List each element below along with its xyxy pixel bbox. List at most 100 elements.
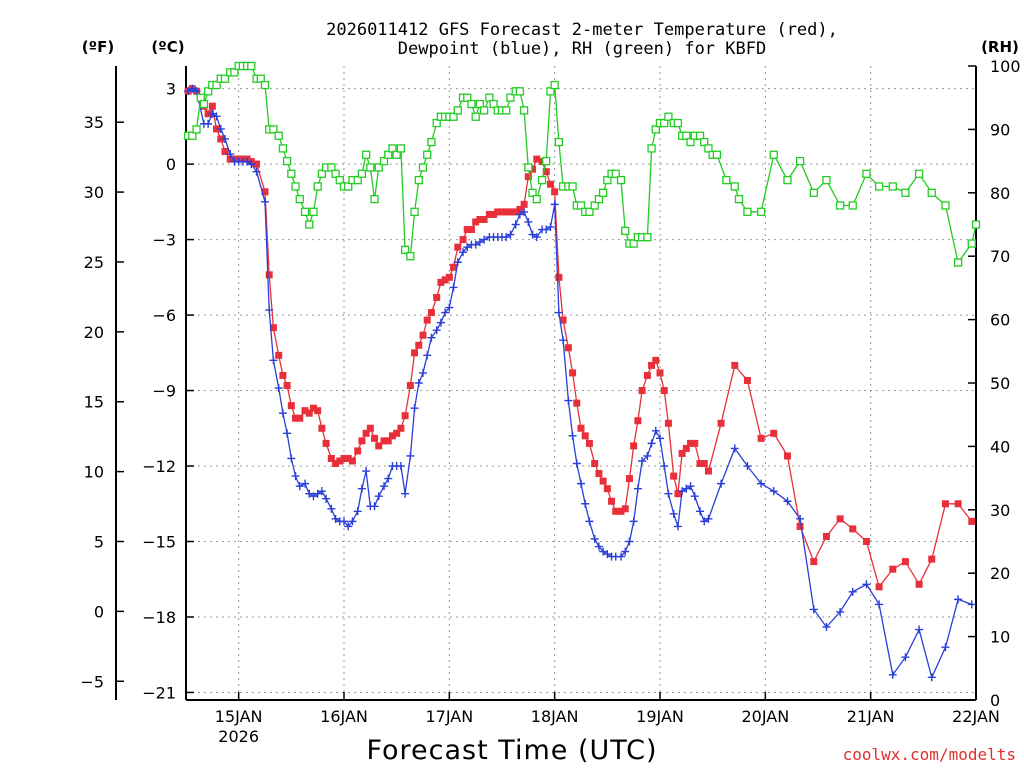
data-point bbox=[660, 387, 668, 395]
data-point bbox=[406, 252, 415, 261]
data-point bbox=[704, 514, 713, 523]
data-point bbox=[696, 507, 705, 516]
data-point bbox=[300, 207, 310, 216]
data-point bbox=[647, 144, 656, 153]
data-point bbox=[538, 158, 546, 166]
data-point bbox=[621, 226, 630, 235]
data-point bbox=[506, 93, 515, 102]
data-point bbox=[533, 155, 541, 163]
series-temperature bbox=[184, 85, 976, 591]
data-point bbox=[756, 207, 766, 216]
data-point bbox=[502, 208, 510, 216]
data-point bbox=[682, 131, 691, 140]
data-point bbox=[335, 175, 344, 185]
data-point bbox=[436, 318, 445, 327]
data-point bbox=[621, 547, 630, 556]
data-point bbox=[621, 505, 629, 513]
data-point bbox=[208, 102, 216, 110]
data-point bbox=[459, 248, 468, 257]
data-point bbox=[388, 432, 396, 440]
data-point bbox=[221, 148, 229, 156]
data-point bbox=[441, 276, 449, 284]
data-point bbox=[862, 580, 871, 589]
data-point bbox=[184, 87, 193, 96]
data-point bbox=[669, 509, 678, 518]
data-point bbox=[730, 182, 739, 191]
data-point bbox=[516, 205, 524, 213]
data-point bbox=[515, 210, 524, 219]
fahrenheit-tick-label: 25 bbox=[84, 253, 104, 272]
data-point bbox=[348, 517, 357, 526]
data-point bbox=[532, 233, 541, 242]
data-point bbox=[371, 434, 379, 442]
data-point bbox=[875, 600, 884, 609]
chart-title-line-2: Dewpoint (blue), RH (green) for KBFD bbox=[398, 39, 766, 59]
data-point bbox=[291, 472, 300, 481]
data-point bbox=[309, 404, 317, 412]
data-point bbox=[344, 182, 353, 191]
data-point bbox=[572, 459, 581, 468]
rh-tick-label: 80 bbox=[990, 184, 1010, 203]
data-point bbox=[327, 454, 335, 462]
data-point bbox=[954, 500, 962, 508]
data-point bbox=[673, 118, 683, 128]
time-tick-label: 20JAN bbox=[741, 707, 789, 726]
rh-tick-label: 70 bbox=[990, 247, 1010, 266]
data-point bbox=[591, 460, 599, 468]
data-point bbox=[585, 207, 594, 216]
data-point bbox=[327, 163, 336, 172]
data-point bbox=[512, 208, 520, 216]
data-point bbox=[590, 534, 599, 543]
data-point bbox=[690, 492, 699, 501]
series-layer bbox=[183, 61, 981, 682]
data-point bbox=[358, 437, 366, 445]
data-point bbox=[730, 444, 739, 453]
data-point bbox=[625, 537, 634, 546]
data-point bbox=[660, 462, 669, 471]
data-point bbox=[634, 417, 642, 425]
data-point bbox=[743, 376, 751, 384]
data-point bbox=[463, 243, 472, 252]
data-point bbox=[282, 156, 292, 166]
data-point bbox=[354, 447, 362, 455]
rh-tick-label: 60 bbox=[990, 311, 1010, 330]
data-point bbox=[445, 303, 454, 312]
data-point bbox=[757, 479, 766, 488]
rh-tick-label: 100 bbox=[990, 57, 1021, 76]
data-point bbox=[848, 587, 857, 596]
data-point bbox=[796, 514, 805, 523]
data-point bbox=[568, 431, 577, 440]
data-point bbox=[374, 163, 383, 172]
data-point bbox=[638, 456, 647, 465]
data-point bbox=[559, 336, 568, 345]
data-point bbox=[809, 605, 818, 614]
data-point bbox=[427, 309, 435, 317]
data-point bbox=[480, 235, 489, 244]
data-point bbox=[674, 490, 682, 498]
data-point bbox=[230, 68, 239, 77]
axis-layer: 30−3−6−9−12−15−18−2135302520151050−50102… bbox=[80, 57, 1020, 746]
fahrenheit-tick-label: −5 bbox=[80, 672, 104, 691]
data-point bbox=[559, 316, 567, 324]
data-point bbox=[835, 201, 845, 210]
data-point bbox=[555, 273, 563, 281]
celsius-tick-label: 0 bbox=[166, 155, 176, 174]
data-point bbox=[327, 504, 336, 513]
data-point bbox=[208, 109, 217, 118]
source-credit: coolwx.com/modelts bbox=[843, 745, 1016, 764]
data-point bbox=[546, 223, 555, 232]
data-point bbox=[682, 484, 691, 493]
data-point bbox=[629, 239, 638, 248]
data-point bbox=[550, 80, 559, 90]
data-point bbox=[520, 200, 528, 208]
data-point bbox=[678, 487, 687, 496]
data-point bbox=[967, 600, 976, 609]
data-point bbox=[305, 220, 314, 229]
data-point bbox=[480, 215, 488, 223]
data-point bbox=[260, 80, 270, 90]
data-point bbox=[796, 522, 804, 530]
data-point bbox=[968, 517, 976, 525]
time-tick-label: 18JAN bbox=[531, 707, 579, 726]
data-point bbox=[203, 87, 213, 96]
